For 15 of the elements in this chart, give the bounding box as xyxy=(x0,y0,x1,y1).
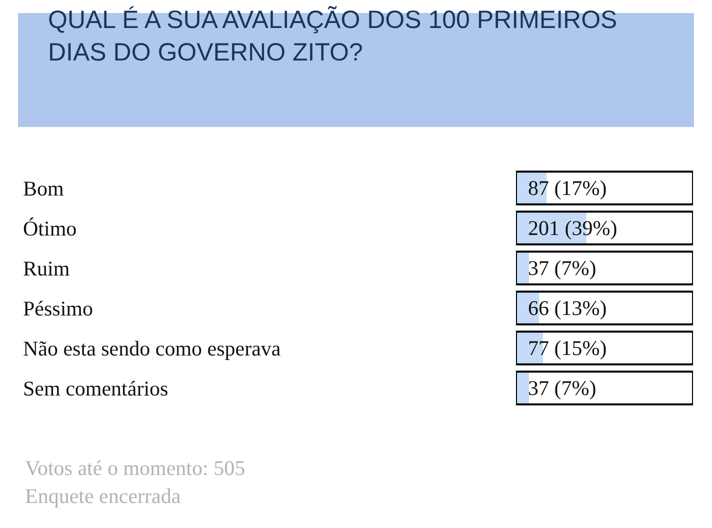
data-label: 37 (7%) xyxy=(528,256,596,280)
data-label: 66 (13%) xyxy=(528,296,607,320)
data-label: 37 (7%) xyxy=(528,376,596,400)
text: Enquete encerrada xyxy=(25,484,182,508)
data-label: 77 (15%) xyxy=(528,336,607,360)
y-tick-label: Não esta sendo como esperava xyxy=(23,336,282,360)
y-tick-label: Péssimo xyxy=(23,296,94,320)
chart-title: QUAL É A SUA AVALIAÇÃO DOS 100 PRIMEIROS DIAS DO GOVERNO ZITO? xyxy=(48,6,618,66)
y-tick-label: Ruim xyxy=(23,256,70,280)
y-tick-label: Sem comentários xyxy=(23,376,168,400)
data-label: 87 (17%) xyxy=(528,176,607,200)
y-tick-label: Ótimo xyxy=(23,216,77,240)
data-label: 201 (39%) xyxy=(528,216,618,240)
text: Votos até o momento: 505 xyxy=(25,456,246,480)
y-tick-label: Bom xyxy=(23,176,64,200)
